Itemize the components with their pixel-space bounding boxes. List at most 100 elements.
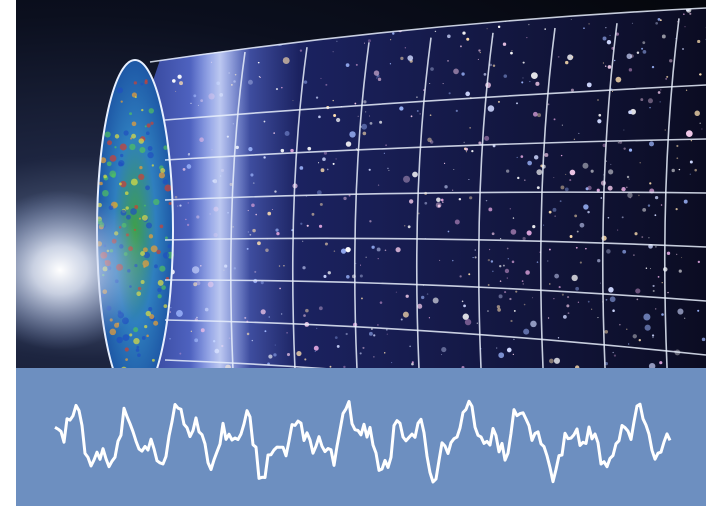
galaxy (694, 168, 697, 172)
galaxy (487, 105, 495, 112)
galaxy (284, 131, 290, 136)
cmb-spot (120, 180, 127, 188)
galaxy (182, 167, 186, 171)
galaxy (491, 232, 495, 236)
cmb-spot (131, 133, 137, 139)
galaxy (510, 51, 513, 55)
galaxy (390, 39, 392, 41)
galaxy (675, 253, 678, 256)
galaxy (447, 34, 451, 39)
galaxy (303, 80, 308, 84)
galaxy (264, 330, 267, 333)
cmb-spot (131, 121, 137, 127)
cmb-spot (161, 285, 166, 290)
cmb-spot (148, 234, 154, 239)
galaxy (579, 222, 585, 228)
galaxy (599, 282, 601, 284)
galaxy (384, 352, 386, 354)
galaxy (336, 117, 341, 123)
galaxy (405, 294, 409, 298)
galaxy (621, 189, 623, 191)
cmb-spot (114, 134, 120, 139)
galaxy (626, 186, 628, 189)
galaxy (621, 187, 626, 192)
galaxy (363, 100, 367, 104)
galaxy (267, 211, 272, 216)
galaxy (709, 229, 710, 230)
galaxy (536, 261, 539, 263)
galaxy (659, 101, 661, 103)
galaxy (612, 309, 615, 312)
galaxy (313, 345, 319, 351)
galaxy (274, 344, 276, 346)
galaxy (652, 284, 655, 288)
cmb-spot (134, 205, 139, 209)
galaxy (622, 249, 627, 254)
galaxy (613, 59, 616, 62)
galaxy (318, 115, 321, 119)
galaxy (561, 124, 563, 126)
galaxy (279, 287, 281, 290)
galaxy (609, 296, 616, 303)
cmb-spot (133, 337, 140, 345)
galaxy (391, 362, 393, 364)
galaxy (638, 338, 641, 342)
galaxy (440, 198, 444, 202)
galaxy (170, 306, 172, 309)
galaxy (554, 273, 560, 279)
galaxy (371, 245, 375, 249)
galaxy (659, 361, 663, 365)
cmb-spot (125, 206, 129, 210)
galaxy (666, 251, 671, 256)
universe-cone (124, 8, 706, 368)
cmb-spot (109, 170, 117, 178)
galaxy (419, 113, 421, 115)
galaxy (699, 73, 702, 76)
galaxy (705, 38, 706, 41)
galaxy (597, 317, 599, 319)
galaxy (544, 153, 549, 157)
galaxy (453, 68, 459, 75)
cmb-spot (153, 198, 160, 206)
galaxy (510, 319, 513, 323)
cmb-spot (167, 244, 172, 249)
galaxy (345, 246, 351, 253)
galaxy (677, 308, 684, 315)
cmb-spot (119, 143, 127, 151)
galaxy (567, 296, 570, 299)
galaxy (439, 259, 441, 261)
galaxy (253, 281, 255, 283)
grid-ring (291, 47, 308, 368)
galaxy (608, 287, 614, 293)
galaxy (553, 118, 556, 121)
galaxy (530, 320, 537, 328)
galaxy (454, 219, 460, 225)
galaxy (395, 291, 398, 293)
galaxy (362, 346, 365, 349)
galaxy (654, 308, 657, 310)
galaxy (299, 49, 303, 52)
galaxy (611, 90, 613, 92)
galaxy (661, 313, 664, 316)
galaxy (560, 185, 565, 190)
galaxy (311, 212, 315, 216)
cmb-spot (138, 217, 142, 220)
galaxy (300, 222, 303, 225)
galaxy (574, 214, 578, 218)
cmb-spot (153, 320, 159, 326)
galaxy (513, 338, 515, 340)
galaxy (607, 185, 613, 191)
galaxy (537, 113, 542, 118)
galaxy (335, 158, 337, 160)
galaxy (648, 237, 650, 239)
galaxy (273, 353, 277, 357)
galaxy (543, 224, 545, 226)
galaxy (434, 30, 437, 33)
galaxy (355, 63, 358, 66)
galaxy (466, 37, 470, 41)
galaxy (251, 203, 255, 208)
galaxy (468, 178, 470, 180)
galaxy (333, 114, 337, 118)
galaxy (282, 57, 290, 65)
cmb-spot (130, 137, 133, 140)
